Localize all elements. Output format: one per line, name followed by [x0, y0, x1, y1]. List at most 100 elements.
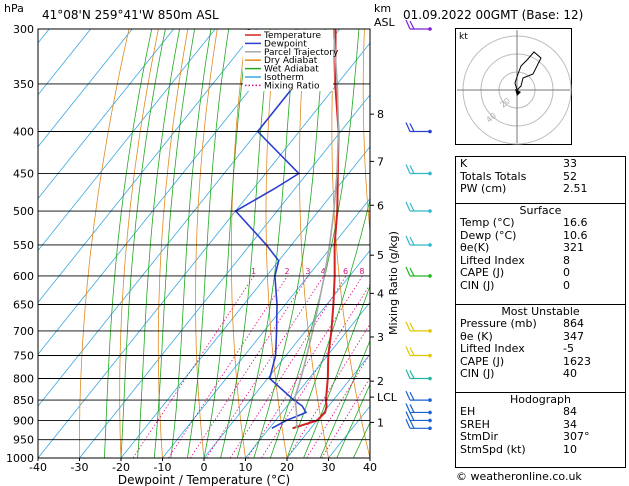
wet-adiabat-line [270, 29, 360, 458]
wind-barb-flag [409, 412, 415, 421]
hodograph-table-title: Hodograph [510, 393, 571, 406]
indices-box: K 33 Totals Totals 52 PW (cm) 2.51 [455, 156, 626, 204]
mixing-ratio-label: 2 [285, 267, 290, 276]
mixing-ratio-label: 10 [372, 267, 382, 276]
wind-barb-flag [405, 411, 411, 421]
hodograph-table-row: StmSpd (kt) 10 [460, 442, 577, 456]
km-unit-label: km [374, 2, 391, 15]
wet-adiabat-line [153, 29, 196, 458]
isotherm-line [38, 42, 370, 458]
hodograph-trace [514, 51, 542, 91]
legend-entry: Dewpoint [264, 39, 307, 49]
wet-adiabat-line [203, 29, 249, 458]
wind-barb-dot [428, 274, 432, 278]
wind-barb-flag [405, 369, 411, 379]
pressure-tick-label: 550 [13, 239, 34, 252]
wind-barb-flag [409, 165, 415, 174]
wind-barb-flag [405, 390, 411, 401]
mixing-ratio-label: 1 [251, 267, 256, 276]
km-tick-label: 5 [377, 249, 384, 262]
wind-barb-flag [409, 20, 415, 30]
hodograph-table-row: EH 84 [460, 405, 577, 418]
hodograph-table-row: StmDir 307° [460, 430, 590, 444]
km-tick-label: 2 [377, 375, 384, 388]
most-unstable-row: θe (K) 347 [460, 329, 584, 343]
wet-adiabat-line [137, 29, 180, 458]
mixing-ratio-line [168, 275, 288, 458]
dry-adiabat-line [362, 29, 370, 236]
mixing-ratio-line [206, 275, 324, 458]
legend-entry: Isotherm [264, 73, 304, 83]
km-tick-label: 1 [377, 416, 384, 429]
hodograph-table-row: SREH 34 [460, 417, 577, 431]
mixing-ratio-label: 3 [305, 267, 310, 276]
most-unstable-title: Most Unstable [501, 305, 580, 318]
x-tick-label: 30 [322, 461, 336, 474]
wind-barb-flag [409, 404, 415, 413]
most-unstable-box: Most Unstable Pressure (mb) 864 θe (K) 347… [455, 304, 626, 393]
mixing-ratio-line [287, 323, 370, 458]
wind-barb-flag [405, 266, 411, 277]
pressure-tick-label: 300 [13, 23, 34, 36]
wet-adiabat-line [353, 421, 370, 458]
pressure-tick-label: 750 [13, 349, 34, 362]
mixing-ratio-line [261, 283, 370, 458]
wind-barb-dot [428, 353, 432, 358]
pressure-tick-label: 400 [13, 126, 34, 139]
pressure-tick-label: 600 [13, 270, 34, 283]
wind-barb-dot [428, 243, 432, 247]
pressure-tick-label: 350 [13, 78, 34, 91]
x-tick-label: -20 [112, 461, 130, 474]
legend-entry: Temperature [263, 31, 321, 41]
profile-dewpoint [234, 29, 308, 430]
wind-barb-flag [409, 391, 415, 401]
x-axis-title: Dewpoint / Temperature (°C) [118, 473, 290, 486]
mixing-ratio-line [306, 353, 370, 458]
isotherm-line [245, 301, 370, 458]
credit-text: © weatheronline.co.uk [456, 470, 582, 483]
isotherm-line [38, 29, 133, 148]
dry-adiabat-line [299, 29, 329, 458]
wet-adiabat-line [303, 284, 370, 458]
wind-barb-flag [405, 122, 411, 132]
pressure-tick-label: 900 [13, 414, 34, 427]
indices-row: K 33 [460, 157, 577, 170]
pressure-tick-label: 850 [13, 394, 34, 407]
wind-barb-flag [409, 347, 415, 356]
pressure-tick-label: 1000 [6, 452, 34, 465]
legend-entry: Dry Adiabat [264, 56, 318, 66]
wind-barb-dot [428, 418, 432, 423]
km-tick-label: 3 [377, 331, 384, 344]
isotherm-line [38, 29, 258, 304]
x-tick-label: 10 [239, 461, 253, 474]
surface-row: Lifted Index 8 [460, 253, 570, 267]
mixing-ratio-line [190, 275, 309, 458]
wind-barb-flag [405, 235, 411, 246]
surface-title: Surface [519, 204, 562, 217]
isotherm-line [203, 249, 370, 458]
wind-barb-flag [405, 321, 411, 332]
legend-entry: Wet Adiabat [264, 65, 319, 75]
x-tick-label: -40 [29, 461, 47, 474]
dry-adiabat-line [231, 29, 248, 458]
hodograph-frame [455, 28, 572, 145]
hodograph: kt 20 40 [455, 28, 572, 145]
surface-row: Dewp (°C) 10.6 [460, 228, 588, 242]
x-tick-label: -30 [71, 461, 89, 474]
mixing-ratio-label: 6 [343, 267, 348, 276]
asl-label: ASL [374, 16, 396, 29]
hodograph-unit: kt [459, 32, 468, 42]
wind-barb-dot [428, 129, 432, 134]
isotherm-line [38, 29, 175, 200]
isotherm-line [38, 29, 216, 252]
wind-barbs [405, 19, 432, 431]
km-tick-label: LCL [377, 391, 398, 404]
surface-row: CIN (J) 0 [460, 278, 570, 292]
wind-barb-dot [428, 426, 432, 431]
wind-barb-dot [428, 209, 432, 213]
isotherm-line [79, 94, 370, 458]
skewt-chart: 1 2 3 4 6 8 10 15 20 25hPa30035040045050055060065… [4, 2, 432, 486]
pressure-tick-label: 950 [13, 434, 34, 447]
km-tick-label: 8 [377, 108, 384, 121]
x-tick-label: 0 [201, 461, 208, 474]
